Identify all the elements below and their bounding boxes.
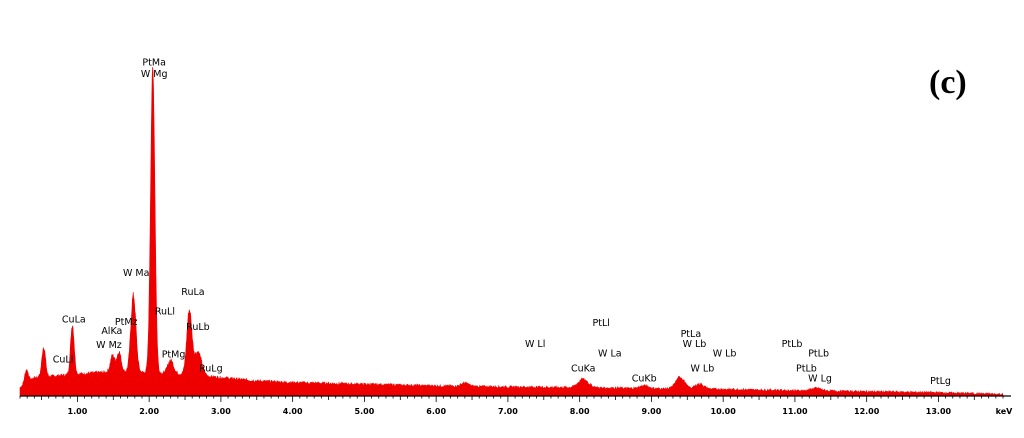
x-tick-label: 9.00 [642, 407, 662, 416]
peak-label: W Lg [808, 374, 832, 385]
peak-label: W Lb [713, 348, 737, 359]
x-tick-label: 11.00 [782, 407, 808, 416]
peak-label: PtMg [162, 349, 186, 360]
peak-label: PtLg [930, 376, 951, 387]
peak-label: CuKa [571, 364, 596, 375]
peak-label: W Lb [690, 364, 714, 375]
peak-label: CuKb [632, 374, 657, 385]
x-tick-label: 7.00 [498, 407, 518, 416]
peak-label: PtLa [681, 329, 702, 340]
peak-label: RuLl [155, 307, 175, 318]
peak-label: PtLb [782, 339, 803, 350]
x-tick-label: 13.00 [926, 407, 952, 416]
x-tick-label: 8.00 [570, 407, 590, 416]
spectrum-area [19, 67, 1004, 397]
peak-label: PtLb [808, 348, 829, 359]
x-tick-label: 3.00 [211, 407, 231, 416]
peak-label: RuLg [199, 363, 223, 374]
peak-label: W Mg [141, 69, 168, 80]
peak-label: PtLb [796, 364, 817, 375]
x-tick-label: 6.00 [426, 407, 446, 416]
peak-label: W Mz [96, 340, 122, 351]
peak-label: PtLl [592, 318, 609, 329]
panel-label: (c) [929, 64, 967, 101]
peak-label: W Lb [683, 339, 707, 350]
x-tick-label: 12.00 [854, 407, 880, 416]
peak-label: RuLa [181, 287, 204, 298]
x-tick-label: 4.00 [283, 407, 303, 416]
peak-label: W Ma [123, 268, 149, 279]
x-tick-label: 5.00 [355, 407, 375, 416]
peak-label: PtMa [142, 57, 165, 68]
peak-label: CuLl [53, 355, 74, 366]
x-tick-label: 1.00 [68, 407, 88, 416]
x-axis-tick-labels: 1.00 2.00 3.00 4.00 5.00 6.00 7.00 8.00 9.00 10.0… [68, 407, 952, 416]
peak-label: RuLb [186, 322, 210, 333]
peak-label: AlKa [101, 326, 122, 337]
x-tick-label: 2.00 [139, 407, 159, 416]
x-tick-label: 10.00 [711, 407, 737, 416]
x-axis-unit-label: keV [996, 407, 1014, 416]
peak-label: CuLa [62, 315, 86, 326]
peak-label: W La [598, 348, 622, 359]
peak-label: W Ll [525, 339, 545, 350]
peak-label: PtMz [115, 317, 138, 328]
x-axis-ticks [19, 396, 1004, 402]
